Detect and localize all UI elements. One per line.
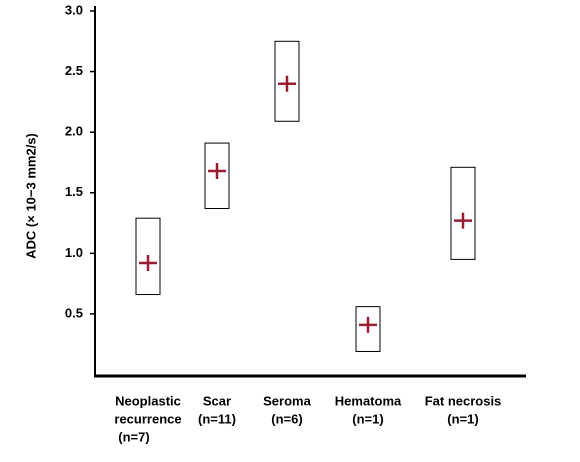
y-tick-label: 2.0 [65,124,83,139]
range-box [204,142,230,210]
mean-marker [208,162,226,179]
range-box [135,217,161,296]
y-tick-label: 1.0 [65,245,83,260]
x-tick-label: recurrence [114,411,181,426]
y-axis-label: ADC (× 10−3 mm2/s) [23,133,38,259]
x-tick-label: Hematoma [335,393,402,408]
x-tick-label: Neoplastic [115,393,181,408]
x-tick-label: (n=11) [198,411,236,426]
range-box [274,40,300,122]
x-tick-label: Fat necrosis [425,393,502,408]
x-tick-label: Scar [203,393,231,408]
mean-marker [359,316,377,333]
mean-marker [139,255,157,272]
range-box [355,306,381,352]
y-tick-label: 0.5 [65,305,83,320]
x-tick-label: Seroma [263,393,311,408]
mean-marker [454,212,472,229]
x-tick-label: (n=7) [118,429,149,444]
mean-marker [278,75,296,92]
y-tick-label: 2.5 [65,63,83,78]
y-tick-label: 1.5 [65,184,83,199]
x-tick-label: (n=1) [352,411,383,426]
y-tick-label: 3.0 [65,2,83,17]
x-tick-label: (n=1) [447,411,478,426]
x-tick-label: (n=6) [271,411,302,426]
range-box [450,166,476,260]
